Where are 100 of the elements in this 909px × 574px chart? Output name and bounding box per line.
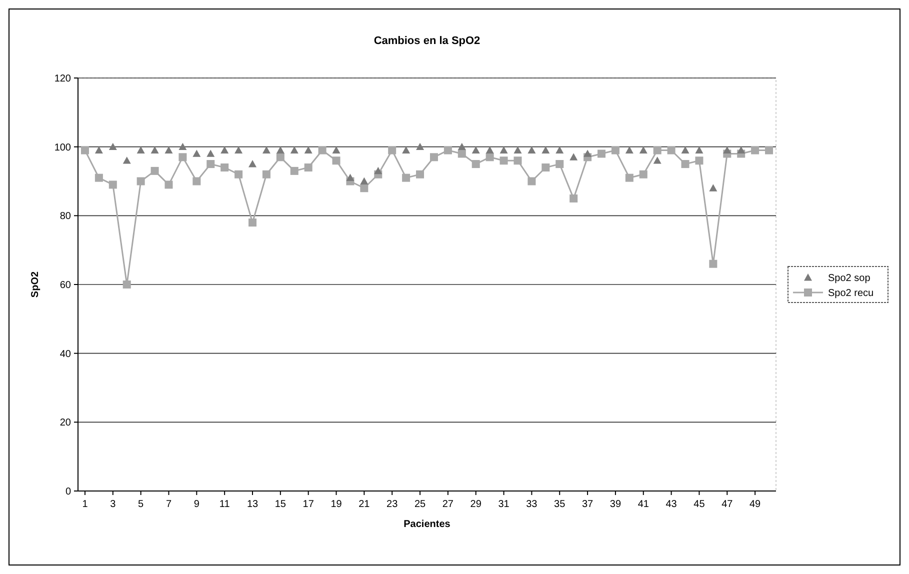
point bbox=[486, 146, 494, 154]
x-tick-label: 21 bbox=[358, 499, 370, 510]
y-tick-label: 40 bbox=[60, 348, 72, 360]
point bbox=[262, 146, 270, 154]
point bbox=[639, 170, 648, 178]
point bbox=[765, 146, 774, 154]
point bbox=[206, 150, 215, 157]
point bbox=[556, 160, 564, 168]
point bbox=[542, 163, 550, 172]
y-tick-label: 100 bbox=[54, 142, 72, 154]
point bbox=[234, 170, 243, 178]
point bbox=[625, 146, 634, 154]
point bbox=[500, 146, 508, 154]
x-tick-label: 47 bbox=[722, 499, 734, 510]
point bbox=[598, 150, 606, 158]
point bbox=[164, 146, 173, 154]
y-tick-label: 60 bbox=[60, 280, 72, 291]
x-tick-label: 1 bbox=[82, 499, 88, 510]
point bbox=[108, 142, 117, 150]
point bbox=[290, 166, 298, 175]
point bbox=[681, 146, 690, 154]
point bbox=[430, 153, 438, 162]
point bbox=[570, 194, 578, 202]
point bbox=[388, 146, 396, 154]
point bbox=[178, 142, 187, 150]
point bbox=[667, 146, 676, 154]
y-tick-label: 80 bbox=[60, 211, 72, 222]
x-tick-label: 35 bbox=[554, 499, 566, 510]
point bbox=[653, 156, 662, 164]
point bbox=[709, 184, 718, 192]
point bbox=[136, 146, 145, 154]
point bbox=[192, 150, 201, 157]
point bbox=[416, 142, 424, 150]
point bbox=[164, 180, 173, 189]
x-tick-label: 3 bbox=[110, 499, 116, 510]
point bbox=[528, 177, 536, 186]
x-tick-label: 49 bbox=[749, 499, 762, 510]
x-tick-label: 27 bbox=[442, 499, 454, 510]
point bbox=[360, 184, 368, 192]
x-tick-label: 19 bbox=[330, 499, 342, 510]
point bbox=[570, 153, 578, 160]
point bbox=[178, 153, 187, 162]
legend-label: Spo2 sop bbox=[828, 273, 871, 284]
point bbox=[472, 146, 480, 154]
point bbox=[346, 174, 354, 182]
point bbox=[290, 146, 298, 154]
point bbox=[751, 146, 760, 154]
y-tick-label: 20 bbox=[60, 418, 72, 429]
point bbox=[639, 146, 648, 154]
point bbox=[514, 146, 522, 154]
point bbox=[108, 180, 117, 189]
point bbox=[723, 146, 732, 154]
y-tick-label: 0 bbox=[65, 486, 72, 498]
legend-label: Spo2 recu bbox=[828, 288, 874, 299]
point bbox=[402, 146, 410, 154]
x-tick-label: 13 bbox=[246, 499, 258, 510]
x-tick-label: 11 bbox=[219, 499, 230, 510]
point bbox=[737, 146, 746, 154]
point bbox=[262, 170, 270, 178]
point bbox=[542, 146, 550, 154]
x-tick-label: 7 bbox=[166, 499, 172, 510]
x-tick-label: 41 bbox=[638, 499, 650, 510]
x-tick-label: 5 bbox=[138, 499, 144, 510]
point bbox=[276, 153, 284, 162]
point bbox=[556, 146, 564, 154]
point bbox=[653, 146, 662, 154]
x-tick-label: 31 bbox=[498, 499, 510, 510]
point bbox=[150, 146, 159, 154]
point bbox=[416, 170, 424, 178]
point bbox=[220, 163, 229, 172]
point bbox=[192, 177, 201, 186]
x-tick-label: 29 bbox=[470, 499, 482, 510]
point bbox=[584, 150, 592, 157]
point bbox=[122, 280, 131, 288]
point bbox=[709, 260, 718, 268]
point bbox=[486, 153, 494, 162]
point bbox=[681, 160, 690, 168]
x-tick-label: 17 bbox=[302, 499, 314, 510]
point bbox=[248, 218, 256, 227]
point bbox=[695, 156, 704, 165]
point bbox=[304, 163, 312, 172]
point bbox=[318, 146, 326, 154]
point bbox=[206, 160, 215, 168]
x-tick-label: 45 bbox=[694, 499, 706, 510]
point bbox=[360, 177, 368, 184]
point bbox=[94, 174, 103, 182]
point bbox=[458, 150, 466, 158]
x-tick-label: 15 bbox=[274, 499, 286, 510]
point bbox=[248, 160, 256, 168]
y-axis-title: SpO2 bbox=[30, 271, 41, 298]
point bbox=[122, 156, 131, 164]
point bbox=[402, 174, 410, 182]
point bbox=[304, 146, 312, 154]
point bbox=[500, 156, 508, 165]
point bbox=[332, 146, 340, 154]
x-tick-label: 25 bbox=[414, 499, 426, 510]
point bbox=[625, 174, 634, 182]
point bbox=[444, 146, 452, 154]
point bbox=[220, 146, 229, 154]
x-tick-label: 37 bbox=[582, 499, 594, 510]
